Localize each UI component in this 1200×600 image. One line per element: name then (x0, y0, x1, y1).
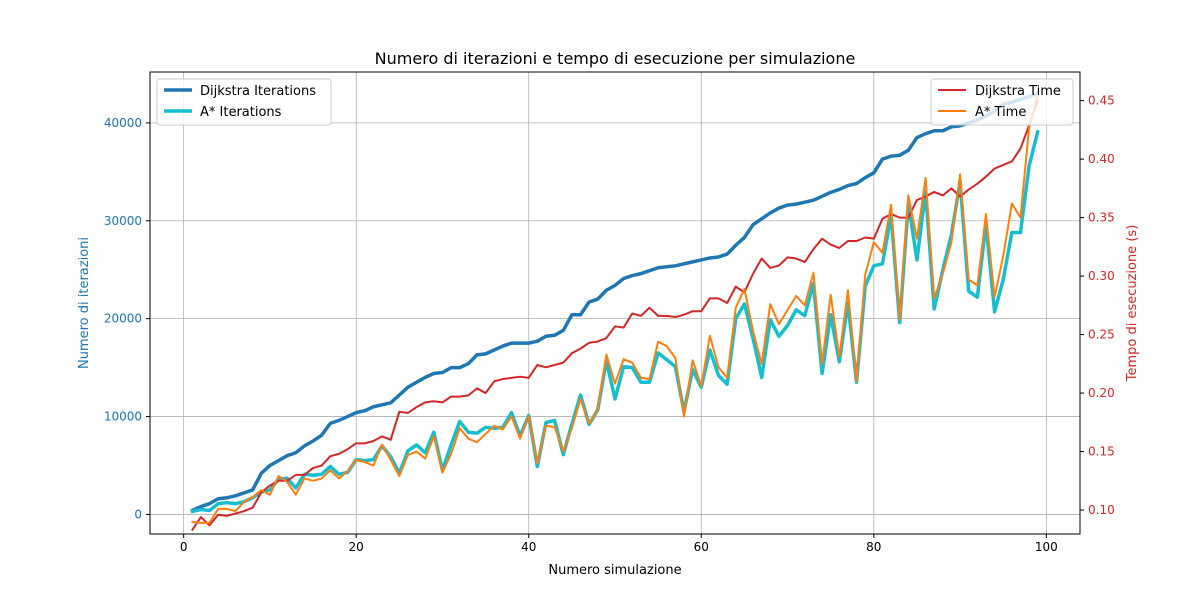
y-right-tick-label: 0.20 (1088, 386, 1115, 400)
chart-title: Numero di iterazioni e tempo di esecuzio… (375, 49, 856, 68)
x-axis-label: Numero simulazione (548, 563, 681, 578)
series-line-dijkstra-iterations (190, 91, 1040, 513)
series-line-astar-time (191, 93, 1039, 524)
y-left-tick-label: 20000 (104, 312, 142, 326)
x-tick-label: 100 (1035, 540, 1058, 554)
y-axis-left: 0 10000 20000 30000 40000 (104, 116, 150, 521)
y-right-tick-label: 0.25 (1088, 328, 1115, 342)
series-line-dijkstra-time (191, 99, 1039, 531)
y-left-tick-label: 0 (134, 507, 142, 521)
legend-label-astar-time: A* Time (975, 105, 1026, 120)
y-axis-left-label: Numero di iterazioni (77, 237, 92, 369)
legend-label-dijkstra-iterations: Dijkstra Iterations (200, 84, 316, 99)
legend-label-astar-iterations: A* Iterations (200, 105, 282, 120)
y-left-tick-label: 10000 (104, 410, 142, 424)
legend-left-frame (156, 78, 332, 126)
plot-frame (149, 71, 1081, 535)
series-lines (190, 91, 1040, 531)
legend-label-dijkstra-time: Dijkstra Time (975, 84, 1061, 99)
x-tick-label: 20 (349, 540, 364, 554)
y-left-tick-label: 30000 (104, 214, 142, 228)
legend-left: Dijkstra Iterations A* Iterations (156, 78, 332, 126)
y-left-tick-label: 40000 (104, 116, 142, 130)
y-axis-right-label: Tempo di esecuzione (s) (1125, 225, 1140, 383)
y-axis-right: 0.10 0.15 0.20 0.25 0.30 0.35 0.40 0.45 (1080, 94, 1115, 517)
y-right-tick-label: 0.10 (1088, 503, 1115, 517)
x-axis: 0 20 40 60 80 100 (180, 534, 1058, 554)
y-right-tick-label: 0.30 (1088, 269, 1115, 283)
y-right-tick-label: 0.40 (1088, 152, 1115, 166)
grid (150, 72, 1080, 534)
y-right-tick-label: 0.45 (1088, 94, 1115, 108)
x-tick-label: 60 (694, 540, 709, 554)
legend-right-frame (930, 78, 1074, 126)
y-right-tick-label: 0.35 (1088, 211, 1115, 225)
x-tick-label: 40 (521, 540, 536, 554)
legend-right: Dijkstra Time A* Time (930, 78, 1074, 126)
x-tick-label: 0 (180, 540, 188, 554)
plot-area (150, 72, 1080, 534)
x-tick-label: 80 (866, 540, 881, 554)
y-right-tick-label: 0.15 (1088, 445, 1115, 459)
